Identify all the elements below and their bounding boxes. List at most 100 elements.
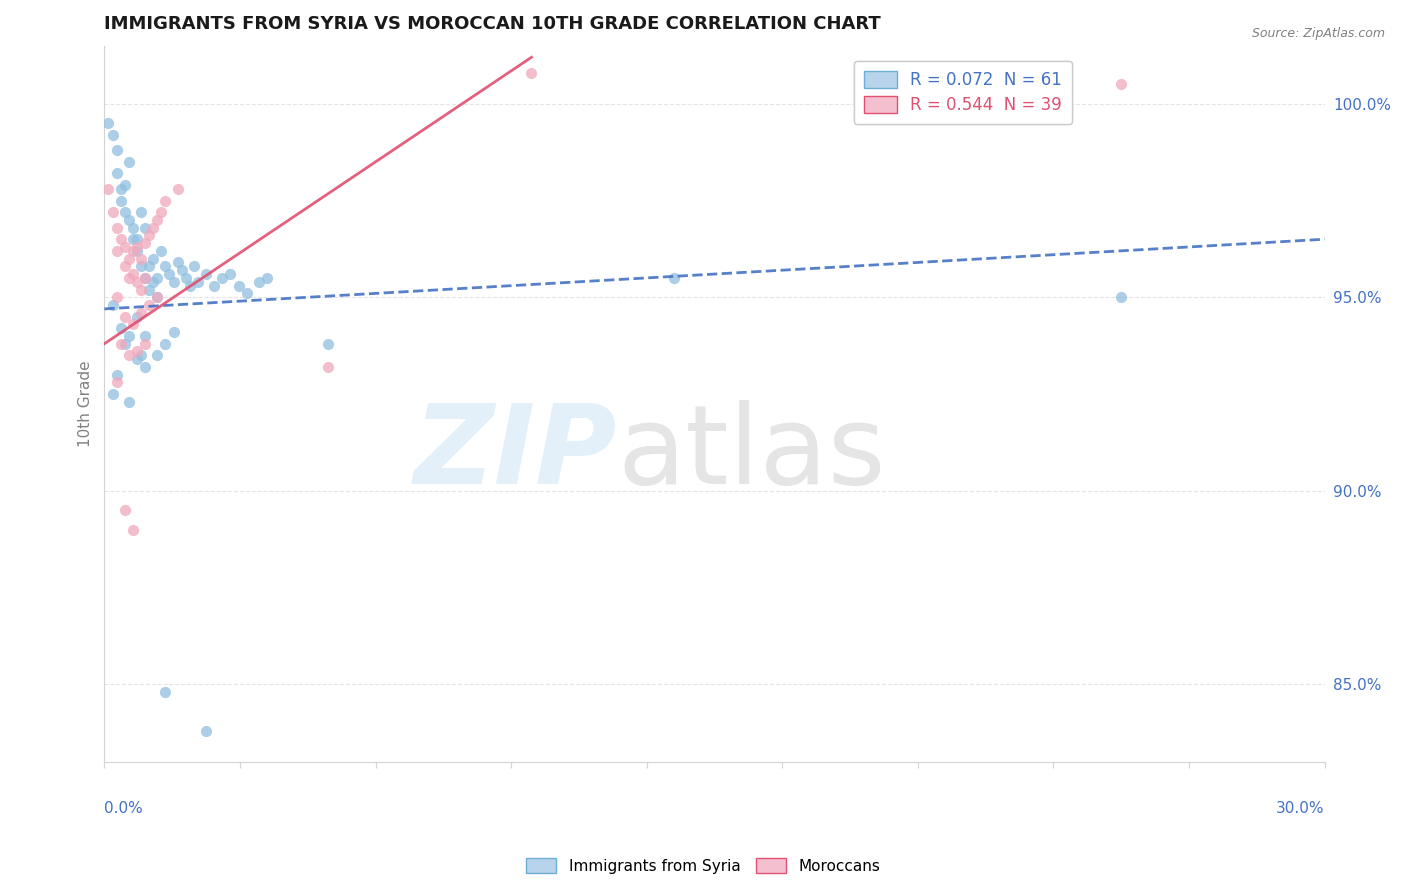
Point <box>134 329 156 343</box>
Point <box>1111 290 1133 304</box>
Point <box>105 166 128 180</box>
Point <box>162 325 184 339</box>
Point <box>142 252 165 266</box>
Point <box>142 220 165 235</box>
Point <box>105 143 128 157</box>
Point <box>146 348 169 362</box>
Point <box>114 310 136 324</box>
Text: ZIP: ZIP <box>413 401 617 508</box>
Point <box>125 344 148 359</box>
Point <box>125 352 148 367</box>
Point <box>110 182 132 196</box>
Point <box>125 310 148 324</box>
Point <box>150 205 173 219</box>
Point <box>118 252 141 266</box>
Point <box>138 228 160 243</box>
Point <box>166 182 188 196</box>
Point <box>187 275 209 289</box>
Legend: Immigrants from Syria, Moroccans: Immigrants from Syria, Moroccans <box>520 852 886 880</box>
Point <box>1111 78 1133 92</box>
Point <box>125 244 148 258</box>
Point <box>129 252 152 266</box>
Point <box>114 336 136 351</box>
Point <box>121 244 143 258</box>
Point <box>105 290 128 304</box>
Point <box>146 271 169 285</box>
Point <box>118 394 141 409</box>
Point <box>179 278 201 293</box>
Point <box>202 278 225 293</box>
Point <box>138 260 160 274</box>
Point <box>129 306 152 320</box>
Point <box>155 194 177 208</box>
Point <box>118 348 141 362</box>
Point <box>211 271 233 285</box>
Point <box>114 205 136 219</box>
Point <box>146 290 169 304</box>
Point <box>110 336 132 351</box>
Point <box>125 240 148 254</box>
Point <box>235 286 257 301</box>
Point <box>97 116 120 130</box>
Point <box>159 267 181 281</box>
Y-axis label: 10th Grade: 10th Grade <box>79 360 93 447</box>
Text: Source: ZipAtlas.com: Source: ZipAtlas.com <box>1251 27 1385 40</box>
Point <box>118 329 141 343</box>
Point <box>155 336 177 351</box>
Point <box>105 220 128 235</box>
Point <box>114 503 136 517</box>
Point <box>166 255 188 269</box>
Point <box>110 321 132 335</box>
Point <box>134 271 156 285</box>
Point <box>256 271 278 285</box>
Point <box>97 182 120 196</box>
Point <box>121 232 143 246</box>
Point <box>195 267 218 281</box>
Point <box>129 348 152 362</box>
Point <box>101 387 124 401</box>
Text: IMMIGRANTS FROM SYRIA VS MOROCCAN 10TH GRADE CORRELATION CHART: IMMIGRANTS FROM SYRIA VS MOROCCAN 10TH G… <box>104 15 882 33</box>
Point <box>110 194 132 208</box>
Point <box>134 271 156 285</box>
Text: atlas: atlas <box>617 401 886 508</box>
Point <box>121 318 143 332</box>
Point <box>142 275 165 289</box>
Point <box>101 298 124 312</box>
Point <box>174 271 197 285</box>
Point <box>146 212 169 227</box>
Point <box>101 205 124 219</box>
Point <box>114 240 136 254</box>
Point <box>134 336 156 351</box>
Point <box>155 685 177 699</box>
Point <box>105 244 128 258</box>
Point <box>247 275 270 289</box>
Point <box>155 260 177 274</box>
Point <box>138 298 160 312</box>
Point <box>118 154 141 169</box>
Point <box>134 220 156 235</box>
Point <box>114 178 136 192</box>
Point <box>138 283 160 297</box>
Legend: R = 0.072  N = 61, R = 0.544  N = 39: R = 0.072 N = 61, R = 0.544 N = 39 <box>853 62 1073 124</box>
Point <box>183 260 205 274</box>
Point <box>105 376 128 390</box>
Point <box>228 278 250 293</box>
Point <box>316 359 339 374</box>
Point <box>195 723 218 738</box>
Point <box>150 244 173 258</box>
Point <box>125 232 148 246</box>
Point <box>121 220 143 235</box>
Point <box>121 523 143 537</box>
Point <box>170 263 193 277</box>
Point <box>118 212 141 227</box>
Point <box>162 275 184 289</box>
Point <box>125 275 148 289</box>
Point <box>520 66 543 80</box>
Point <box>662 271 685 285</box>
Point <box>129 283 152 297</box>
Point <box>118 271 141 285</box>
Point <box>134 236 156 251</box>
Point <box>146 290 169 304</box>
Point <box>129 205 152 219</box>
Point <box>121 267 143 281</box>
